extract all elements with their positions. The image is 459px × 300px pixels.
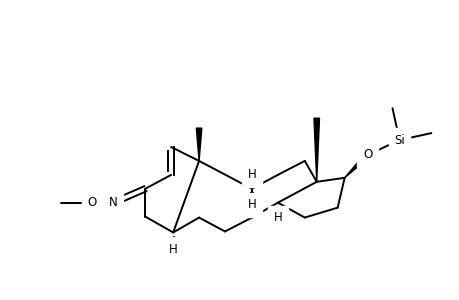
Text: Si: Si [393, 134, 404, 147]
Text: O: O [88, 196, 97, 209]
Text: N: N [109, 196, 118, 209]
Polygon shape [313, 118, 319, 182]
Text: H: H [247, 198, 256, 211]
Polygon shape [344, 153, 369, 178]
Polygon shape [196, 128, 202, 161]
Text: H: H [273, 211, 282, 224]
Text: H: H [168, 243, 177, 256]
Text: O: O [362, 148, 371, 161]
Text: H: H [247, 168, 256, 181]
